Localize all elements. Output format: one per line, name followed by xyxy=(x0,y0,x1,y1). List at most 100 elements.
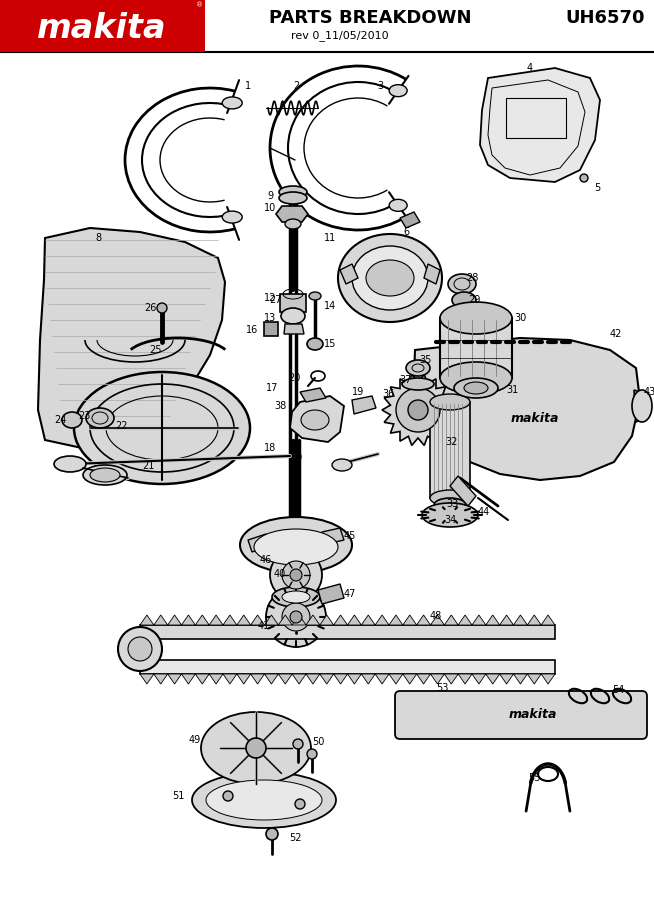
Circle shape xyxy=(118,627,162,671)
Polygon shape xyxy=(154,615,167,625)
Circle shape xyxy=(307,749,317,759)
Circle shape xyxy=(295,799,305,809)
Polygon shape xyxy=(375,615,389,625)
Polygon shape xyxy=(500,615,513,625)
Ellipse shape xyxy=(389,199,407,211)
Text: 11: 11 xyxy=(324,233,336,243)
Polygon shape xyxy=(250,615,264,625)
Text: ®: ® xyxy=(196,2,203,8)
Polygon shape xyxy=(320,674,334,684)
Ellipse shape xyxy=(440,362,512,394)
Text: 20: 20 xyxy=(288,373,300,383)
Text: 29: 29 xyxy=(468,295,480,305)
Text: UH6570: UH6570 xyxy=(565,9,645,27)
Circle shape xyxy=(290,611,302,623)
Polygon shape xyxy=(306,674,320,684)
Text: 3: 3 xyxy=(377,81,383,91)
Polygon shape xyxy=(414,338,640,480)
Ellipse shape xyxy=(402,378,434,390)
Polygon shape xyxy=(154,674,167,684)
Polygon shape xyxy=(480,68,600,182)
Text: 6: 6 xyxy=(403,227,409,237)
Polygon shape xyxy=(209,615,223,625)
Ellipse shape xyxy=(422,503,478,527)
Circle shape xyxy=(128,637,152,661)
Polygon shape xyxy=(223,674,237,684)
Bar xyxy=(440,318,512,378)
Ellipse shape xyxy=(282,591,310,603)
Polygon shape xyxy=(430,615,444,625)
Circle shape xyxy=(266,828,278,840)
Ellipse shape xyxy=(301,410,329,430)
Circle shape xyxy=(223,791,233,801)
Ellipse shape xyxy=(90,468,120,482)
Text: 8: 8 xyxy=(95,233,101,243)
Polygon shape xyxy=(527,615,541,625)
Ellipse shape xyxy=(389,85,407,96)
Polygon shape xyxy=(352,396,376,414)
Text: 28: 28 xyxy=(466,273,478,283)
Polygon shape xyxy=(450,476,476,506)
Ellipse shape xyxy=(307,338,323,350)
Polygon shape xyxy=(527,674,541,684)
Polygon shape xyxy=(382,375,454,446)
Polygon shape xyxy=(38,228,225,448)
Polygon shape xyxy=(250,674,264,684)
Polygon shape xyxy=(375,674,389,684)
Text: 37: 37 xyxy=(400,375,412,385)
Ellipse shape xyxy=(430,490,470,506)
Polygon shape xyxy=(292,615,306,625)
Circle shape xyxy=(290,569,302,581)
Polygon shape xyxy=(306,615,320,625)
Text: PARTS BREAKDOWN: PARTS BREAKDOWN xyxy=(269,9,472,27)
Text: 27: 27 xyxy=(269,295,281,305)
Polygon shape xyxy=(389,674,403,684)
Circle shape xyxy=(246,738,266,758)
Circle shape xyxy=(580,174,588,182)
Polygon shape xyxy=(196,674,209,684)
Polygon shape xyxy=(279,674,292,684)
Circle shape xyxy=(282,603,310,631)
Text: 22: 22 xyxy=(116,421,128,431)
Polygon shape xyxy=(513,615,527,625)
Polygon shape xyxy=(417,615,430,625)
Polygon shape xyxy=(223,615,237,625)
Polygon shape xyxy=(444,674,458,684)
Text: 23: 23 xyxy=(78,411,90,421)
Polygon shape xyxy=(300,388,326,402)
Text: 39: 39 xyxy=(290,453,302,463)
Polygon shape xyxy=(237,674,250,684)
Polygon shape xyxy=(182,615,196,625)
Polygon shape xyxy=(264,674,279,684)
Polygon shape xyxy=(361,615,375,625)
Text: 9: 9 xyxy=(267,191,273,201)
FancyBboxPatch shape xyxy=(395,691,647,739)
Polygon shape xyxy=(458,615,472,625)
Ellipse shape xyxy=(222,96,242,109)
Ellipse shape xyxy=(434,498,466,512)
Circle shape xyxy=(157,303,167,313)
Text: 17: 17 xyxy=(266,383,278,393)
Ellipse shape xyxy=(222,211,242,223)
Circle shape xyxy=(293,739,303,749)
Bar xyxy=(280,294,306,312)
Text: 16: 16 xyxy=(246,325,258,335)
Text: 24: 24 xyxy=(54,415,66,425)
Polygon shape xyxy=(167,615,182,625)
Text: 10: 10 xyxy=(264,203,276,213)
Text: 35: 35 xyxy=(419,355,431,365)
Ellipse shape xyxy=(338,234,442,322)
Polygon shape xyxy=(276,206,308,222)
Ellipse shape xyxy=(430,394,470,410)
Polygon shape xyxy=(417,674,430,684)
Text: 53: 53 xyxy=(436,683,448,693)
Ellipse shape xyxy=(272,587,320,607)
Polygon shape xyxy=(167,674,182,684)
Ellipse shape xyxy=(448,274,476,294)
Text: makita: makita xyxy=(37,12,167,44)
Bar xyxy=(506,98,566,138)
Ellipse shape xyxy=(406,360,430,376)
Polygon shape xyxy=(634,390,650,422)
Ellipse shape xyxy=(440,302,512,334)
Polygon shape xyxy=(486,615,500,625)
